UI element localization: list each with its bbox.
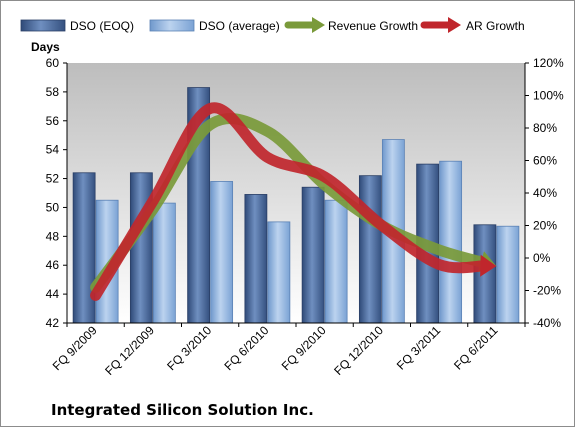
y-right-tick-label: 80% — [533, 121, 557, 135]
x-tick-label: FQ 12/2010 — [331, 323, 386, 378]
y-left-tick-label: 56 — [46, 114, 60, 128]
y-right-tick-label: -20% — [533, 284, 561, 298]
x-axis: FQ 9/2009 FQ 12/2009 FQ 3/2010 FQ 6/2010 FQ … — [50, 323, 526, 378]
y-axis-left-title: Days — [31, 40, 60, 54]
legend-arrow-revenue-growth — [284, 17, 325, 33]
y-right-tick-label: -40% — [533, 316, 561, 330]
x-tick-label: FQ 3/2011 — [394, 323, 444, 373]
bar-dso-average — [496, 225, 520, 324]
bar-dso-average — [324, 199, 348, 324]
bar-dso-average — [210, 181, 234, 324]
bar-dso-eoq — [473, 224, 497, 324]
y-left-tick-label: 58 — [46, 85, 60, 99]
y-right-tick-label: 60% — [533, 154, 557, 168]
legend-arrow-ar-growth — [420, 17, 461, 33]
y-right-tick-label: 100% — [533, 89, 564, 103]
legend: DSO (EOQ) DSO (average) Revenue Growth A… — [20, 17, 525, 33]
y-left-tick-label: 50 — [46, 200, 60, 214]
arrowhead-ar-growth — [480, 254, 497, 277]
y-axis-left: 42 44 46 48 50 52 54 56 58 60 — [46, 56, 67, 330]
bar-dso-eoq — [358, 175, 382, 324]
y-left-tick-label: 46 — [46, 258, 60, 272]
x-tick-label: FQ 12/2009 — [102, 323, 157, 378]
y-left-tick-label: 54 — [46, 143, 60, 157]
bar-dso-average — [267, 221, 291, 324]
company-name: Integrated Silicon Solution Inc. — [51, 401, 314, 419]
y-left-tick-label: 42 — [46, 316, 60, 330]
legend-swatch-dso-eoq — [20, 19, 66, 32]
x-tick-label: FQ 6/2011 — [451, 323, 501, 373]
y-right-tick-label: 40% — [533, 186, 557, 200]
bar-dso-eoq — [72, 172, 96, 324]
y-left-tick-label: 48 — [46, 229, 60, 243]
bar-dso-average — [439, 160, 463, 324]
line-ar-growth — [90, 102, 491, 301]
y-axis-right: -40% -20% 0% 20% 40% 60% 80% 100% 120% — [525, 56, 564, 330]
bar-dso-eoq — [244, 194, 268, 324]
y-left-tick-label: 44 — [46, 287, 60, 301]
legend-label-ar-growth: AR Growth — [466, 19, 525, 33]
x-tick-label: FQ 9/2009 — [50, 323, 100, 373]
y-left-tick-label: 52 — [46, 172, 60, 186]
bar-dso-eoq — [301, 186, 325, 324]
x-tick-label: FQ 9/2010 — [279, 323, 329, 373]
x-tick-label: FQ 3/2010 — [164, 323, 214, 373]
bar-dso-eoq — [129, 172, 153, 324]
legend-label-dso-average: DSO (average) — [199, 19, 280, 33]
x-tick-label: FQ 6/2010 — [222, 323, 272, 373]
line-series — [90, 102, 497, 301]
legend-swatch-dso-average — [149, 19, 195, 32]
bar-dso-average — [152, 202, 176, 324]
y-right-tick-label: 0% — [533, 251, 551, 265]
y-right-tick-label: 120% — [533, 56, 564, 70]
y-right-tick-label: 20% — [533, 219, 557, 233]
legend-label-dso-eoq: DSO (EOQ) — [70, 19, 134, 33]
legend-label-revenue-growth: Revenue Growth — [328, 19, 418, 33]
y-left-tick-label: 60 — [46, 56, 60, 70]
